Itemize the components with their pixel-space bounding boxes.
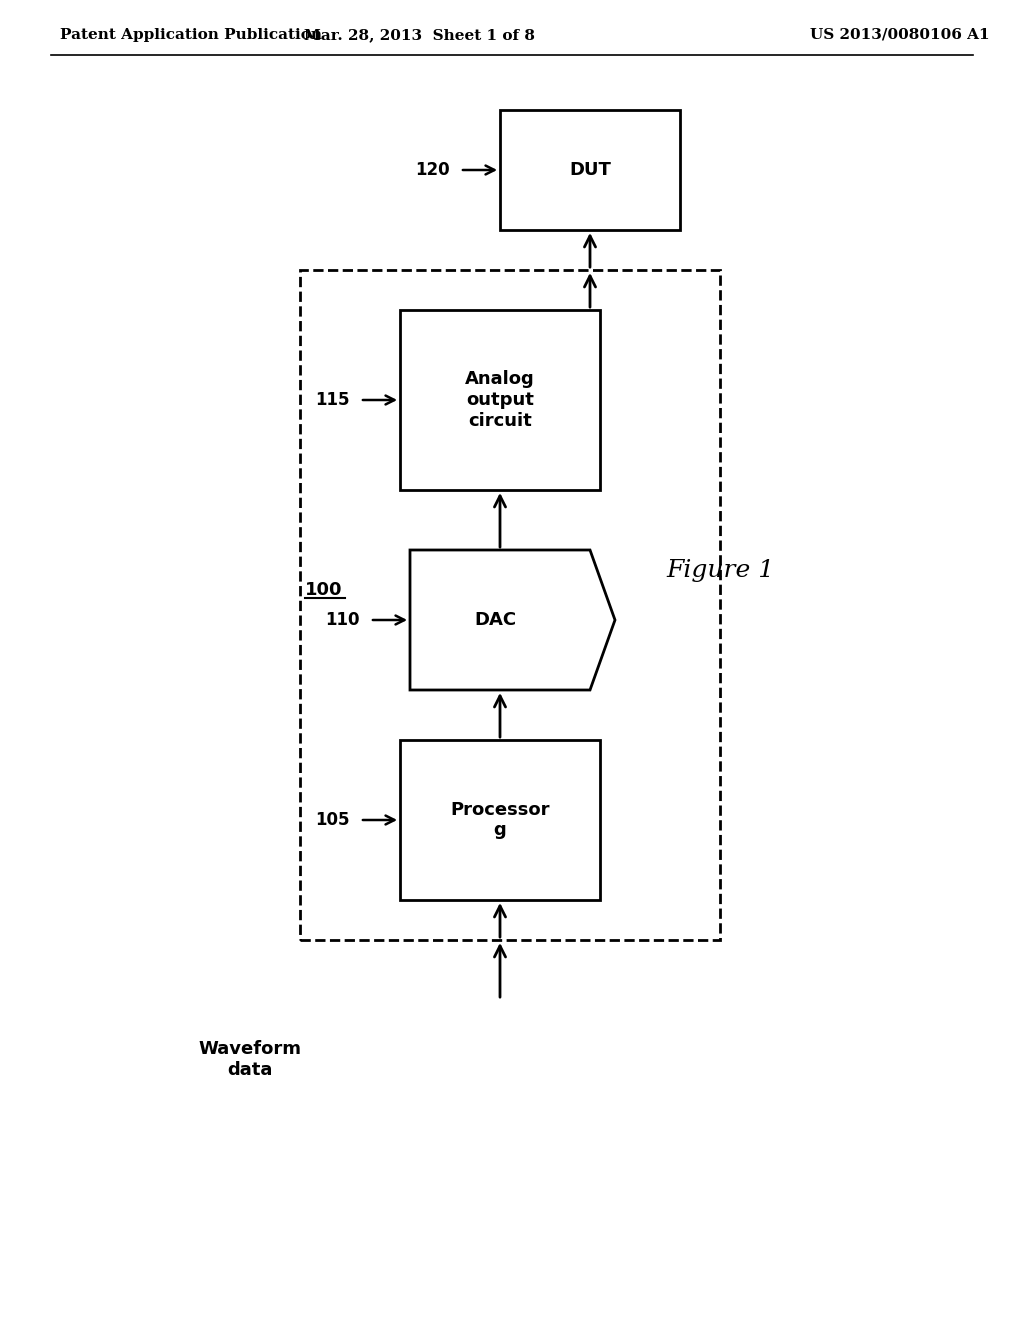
Text: Figure 1: Figure 1 [666, 558, 774, 582]
Text: 120: 120 [416, 161, 450, 180]
Polygon shape [410, 550, 615, 690]
Text: 110: 110 [326, 611, 360, 630]
Text: 100: 100 [305, 581, 342, 599]
Text: US 2013/0080106 A1: US 2013/0080106 A1 [810, 28, 990, 42]
Text: Patent Application Publication: Patent Application Publication [60, 28, 322, 42]
Text: Analog
output
circuit: Analog output circuit [465, 370, 535, 430]
Text: Mar. 28, 2013  Sheet 1 of 8: Mar. 28, 2013 Sheet 1 of 8 [304, 28, 536, 42]
Text: DUT: DUT [569, 161, 611, 180]
Text: 105: 105 [315, 810, 350, 829]
Text: Processor
g: Processor g [451, 801, 550, 840]
Bar [400, 310, 600, 490]
Bar [500, 110, 680, 230]
Text: DAC: DAC [474, 611, 516, 630]
Text: Waveform
data: Waveform data [199, 1040, 301, 1078]
Bar [400, 741, 600, 900]
Bar [300, 271, 720, 940]
Text: 115: 115 [315, 391, 350, 409]
